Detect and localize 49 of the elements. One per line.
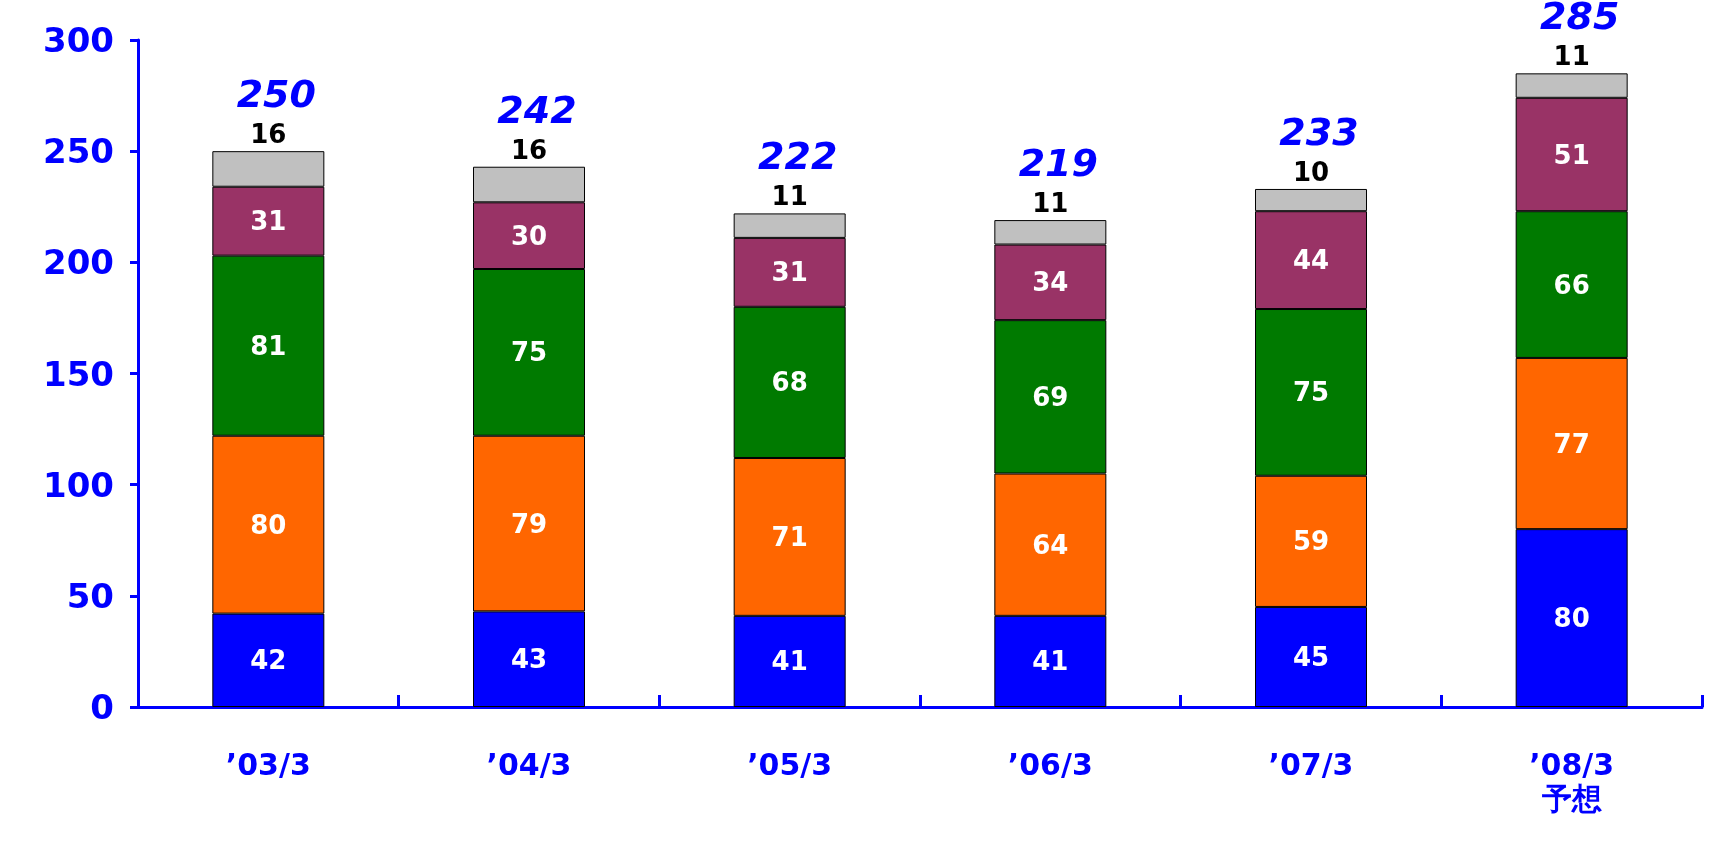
total-label: 250 (236, 72, 316, 117)
data-label: 44 (1292, 245, 1330, 276)
data-label: 64 (1032, 529, 1069, 560)
data-label: 71 (771, 521, 808, 552)
data-label: 66 (1553, 269, 1590, 300)
y-tick-label: 100 (43, 464, 114, 505)
data-label: 31 (250, 206, 287, 237)
data-label: 16 (250, 119, 287, 150)
data-label: 75 (510, 337, 548, 368)
data-label: 11 (1553, 41, 1590, 72)
y-tick-label: 50 (66, 575, 114, 616)
total-label: 222 (758, 134, 838, 179)
data-label: 79 (510, 508, 548, 539)
data-label: 81 (250, 330, 287, 361)
x-tick-label: ’06/3 (1007, 746, 1093, 782)
x-tick-label: ’05/3 (747, 746, 833, 782)
y-tick-label: 150 (43, 353, 114, 394)
data-label: 11 (771, 181, 808, 212)
data-label: 43 (510, 644, 548, 675)
data-label: 10 (1292, 156, 1330, 187)
x-tick-label: ’07/3 (1268, 746, 1354, 782)
total-label: 285 (1540, 0, 1620, 39)
data-label: 41 (1032, 646, 1069, 677)
data-label: 45 (1292, 641, 1330, 672)
data-label: 11 (1032, 188, 1069, 219)
total-label: 219 (1018, 141, 1098, 186)
data-label: 16 (510, 134, 548, 165)
total-label: 233 (1279, 109, 1359, 154)
data-label: 80 (250, 509, 287, 540)
x-tick-label: ’04/3 (486, 746, 572, 782)
data-label: 51 (1553, 139, 1590, 170)
data-label: 42 (250, 645, 287, 676)
x-tick-label: ’08/3 予想 (1529, 746, 1615, 816)
data-label: 59 (1292, 526, 1330, 557)
data-label: 34 (1032, 267, 1069, 298)
y-tick-label: 300 (43, 20, 114, 60)
data-label: 75 (1292, 377, 1330, 408)
data-label: 31 (771, 257, 808, 288)
data-label: 30 (510, 220, 548, 251)
data-label: 69 (1032, 381, 1069, 412)
x-tick-label: ’03/3 (225, 746, 311, 782)
data-label: 68 (771, 367, 808, 398)
data-label: 80 (1553, 603, 1590, 634)
data-label: 41 (771, 646, 808, 677)
y-tick-label: 0 (90, 687, 114, 727)
total-label: 242 (497, 87, 577, 132)
y-tick-label: 200 (43, 242, 114, 283)
y-tick-label: 250 (43, 131, 114, 172)
data-label: 77 (1553, 428, 1590, 459)
